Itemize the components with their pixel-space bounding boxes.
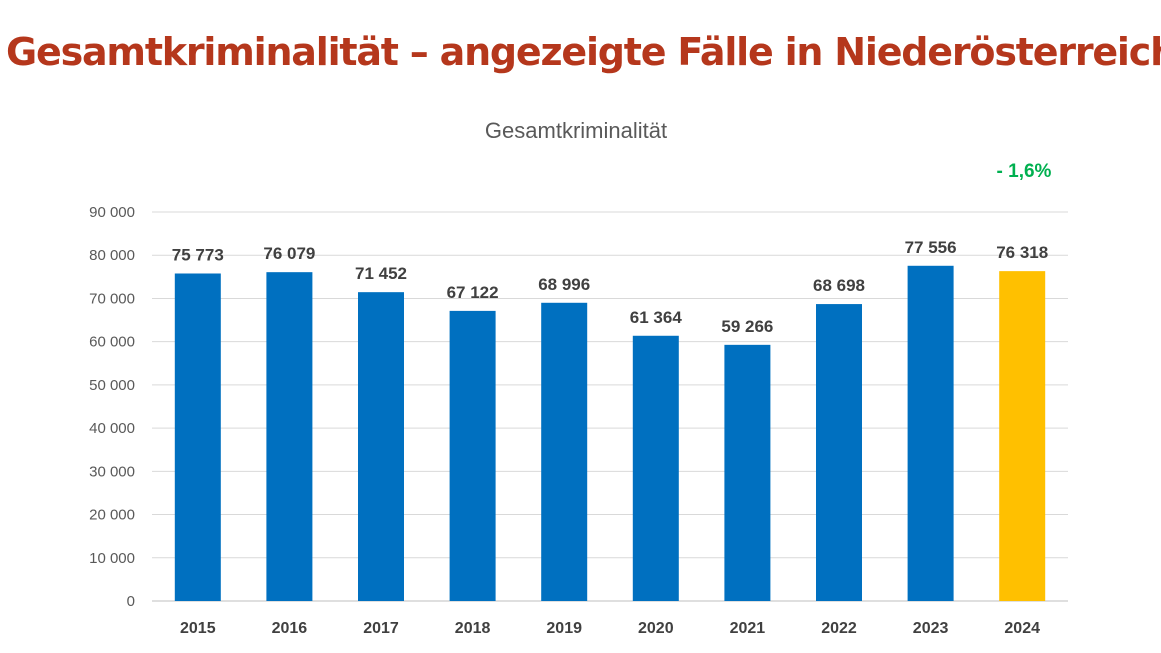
y-tick-label: 80 000 [89,247,135,264]
data-label-2019: 68 996 [538,275,590,294]
bar-2018 [449,310,496,601]
bar-2020 [632,335,679,601]
y-tick-label: 60 000 [89,334,135,351]
category-label-2022: 2022 [821,620,857,637]
y-axis-ticks: 0 10 000 20 000 30 000 40 000 50 000 60 000 70 … [89,204,135,610]
data-labels: 75 773 76 079 71 452 67 122 68 996 61 364 59 2… [172,238,1048,336]
bar-2017 [358,292,404,601]
category-label-2020: 2020 [638,620,674,637]
data-label-2023: 77 556 [905,238,957,257]
data-label-2024: 76 318 [996,243,1048,262]
category-label-2023: 2023 [913,620,949,637]
bar-2015 [174,273,221,601]
chart-title: Gesamtkriminalität [485,118,667,143]
bar-2024 [999,271,1046,601]
category-label-2016: 2016 [272,620,308,637]
data-label-2017: 71 452 [355,264,407,283]
category-label-2024: 2024 [1004,620,1040,637]
category-label-2019: 2019 [546,620,582,637]
bars [174,265,1046,601]
change-annotation: - 1,6% [997,161,1052,182]
data-label-2022: 68 698 [813,276,865,295]
y-tick-label: 90 000 [89,204,135,221]
bar-2023 [907,265,954,601]
x-axis-categories: 2015 2016 2017 2018 2019 2020 2021 2022 2023 2024 [180,620,1040,637]
y-tick-label: 10 000 [89,550,135,567]
data-label-2016: 76 079 [263,244,315,263]
data-label-2015: 75 773 [172,245,224,264]
category-label-2021: 2021 [730,620,766,637]
data-label-2018: 67 122 [447,283,499,302]
category-label-2017: 2017 [363,620,399,637]
y-tick-label: 70 000 [89,290,135,307]
y-tick-label: 20 000 [89,507,135,524]
y-tick-label: 30 000 [89,463,135,480]
bar-2016 [266,272,313,601]
bar-2022 [816,304,862,601]
data-label-2021: 59 266 [721,317,773,336]
y-tick-label: 0 [127,593,135,610]
category-label-2015: 2015 [180,620,216,637]
data-label-2020: 61 364 [630,308,683,327]
y-tick-label: 40 000 [89,420,135,437]
y-tick-label: 50 000 [89,377,135,394]
page-heading: Gesamtkriminalität – angezeigte Fälle in… [6,30,1161,74]
bar-2021 [724,344,771,601]
category-label-2018: 2018 [455,620,491,637]
bar-2019 [541,302,588,601]
